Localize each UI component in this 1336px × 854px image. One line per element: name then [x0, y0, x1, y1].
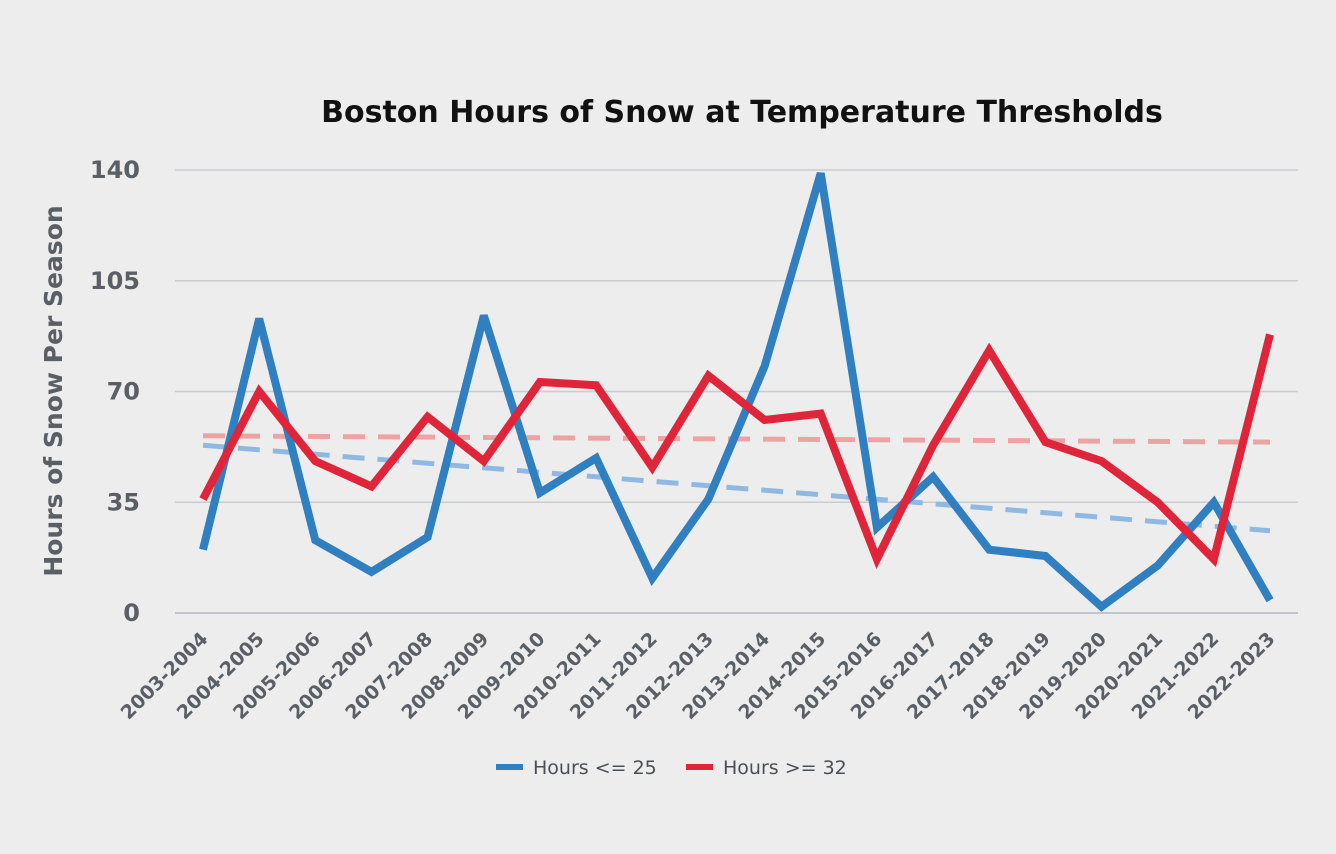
chart-title: Boston Hours of Snow at Temperature Thre… — [321, 95, 1163, 130]
y-tick-label: 35 — [107, 488, 140, 516]
y-tick-label: 140 — [90, 156, 140, 184]
legend-label-hours-le-25: Hours <= 25 — [533, 757, 657, 779]
legend: Hours <= 25 Hours >= 32 — [496, 757, 847, 779]
y-tick-label: 70 — [107, 378, 140, 406]
y-axis-label: Hours of Snow Per Season — [39, 205, 68, 576]
x-tick-labels: 2003-20042004-20052005-20062006-20072007… — [117, 628, 1280, 724]
series-line-hours-le-25 — [199, 172, 1274, 612]
gridlines — [175, 169, 1298, 614]
trendline-cold — [202, 442, 1271, 534]
series-line-hours-ge-32 — [199, 333, 1274, 570]
y-tick-label: 105 — [90, 267, 140, 295]
legend-label-hours-ge-32: Hours >= 32 — [723, 757, 847, 779]
y-tick-label: 0 — [123, 599, 140, 627]
y-tick-labels: 0 35 70 105 140 — [90, 156, 140, 627]
data-series — [199, 172, 1274, 612]
